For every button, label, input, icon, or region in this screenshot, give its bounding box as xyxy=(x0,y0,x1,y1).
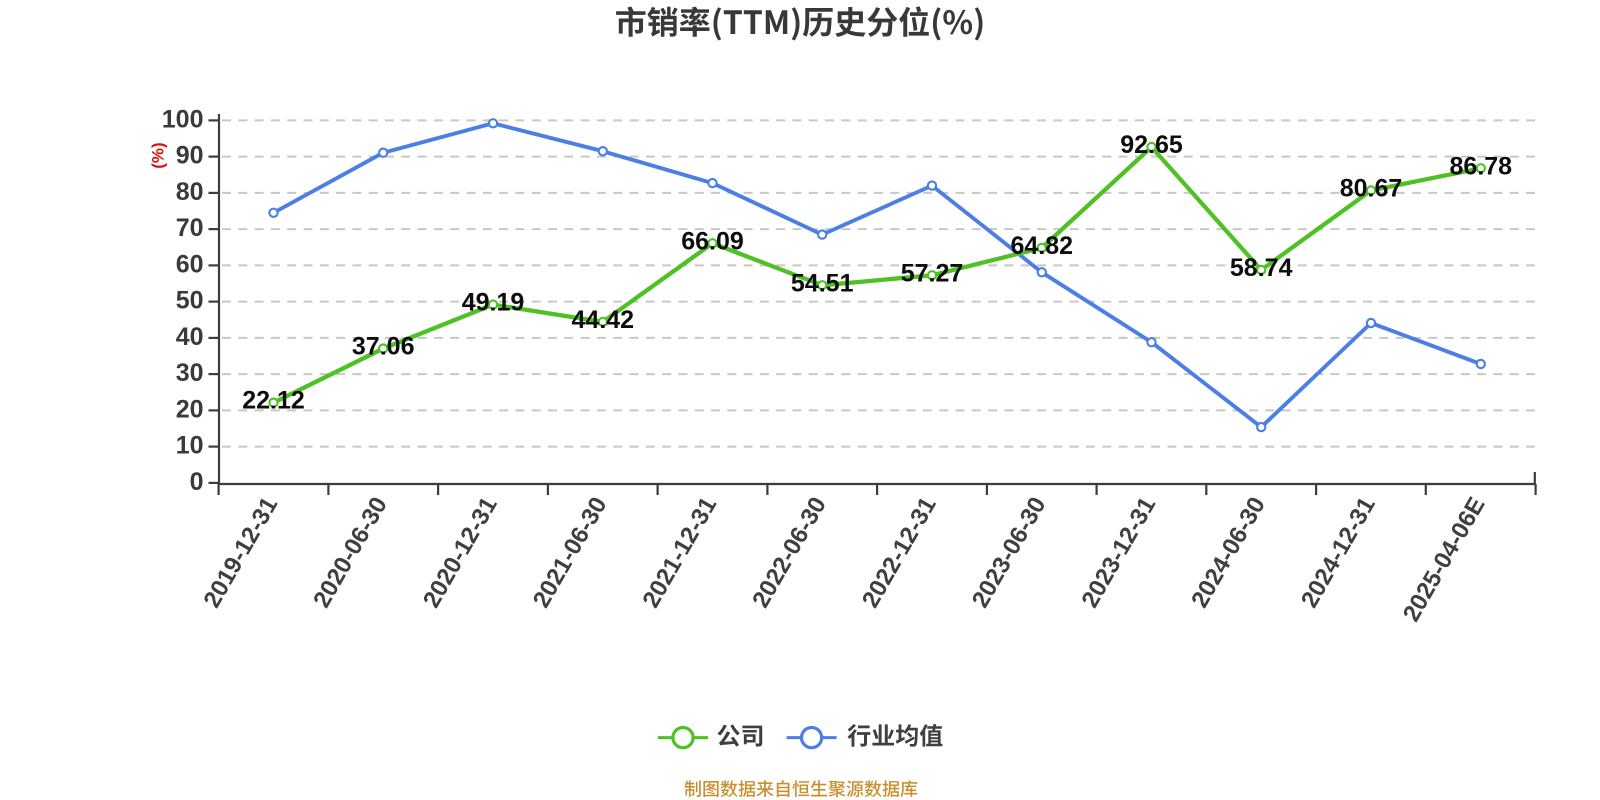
svg-text:60: 60 xyxy=(176,250,204,278)
svg-text:0: 0 xyxy=(190,468,204,496)
svg-text:20: 20 xyxy=(176,395,204,423)
svg-text:90: 90 xyxy=(176,142,204,170)
svg-text:(%): (%) xyxy=(149,142,168,168)
svg-text:70: 70 xyxy=(176,214,204,242)
svg-text:30: 30 xyxy=(176,359,204,387)
svg-text:40: 40 xyxy=(176,323,204,351)
svg-text:10: 10 xyxy=(176,432,204,460)
svg-text:50: 50 xyxy=(176,287,204,315)
svg-text:100: 100 xyxy=(162,105,204,133)
svg-text:80: 80 xyxy=(176,178,204,206)
